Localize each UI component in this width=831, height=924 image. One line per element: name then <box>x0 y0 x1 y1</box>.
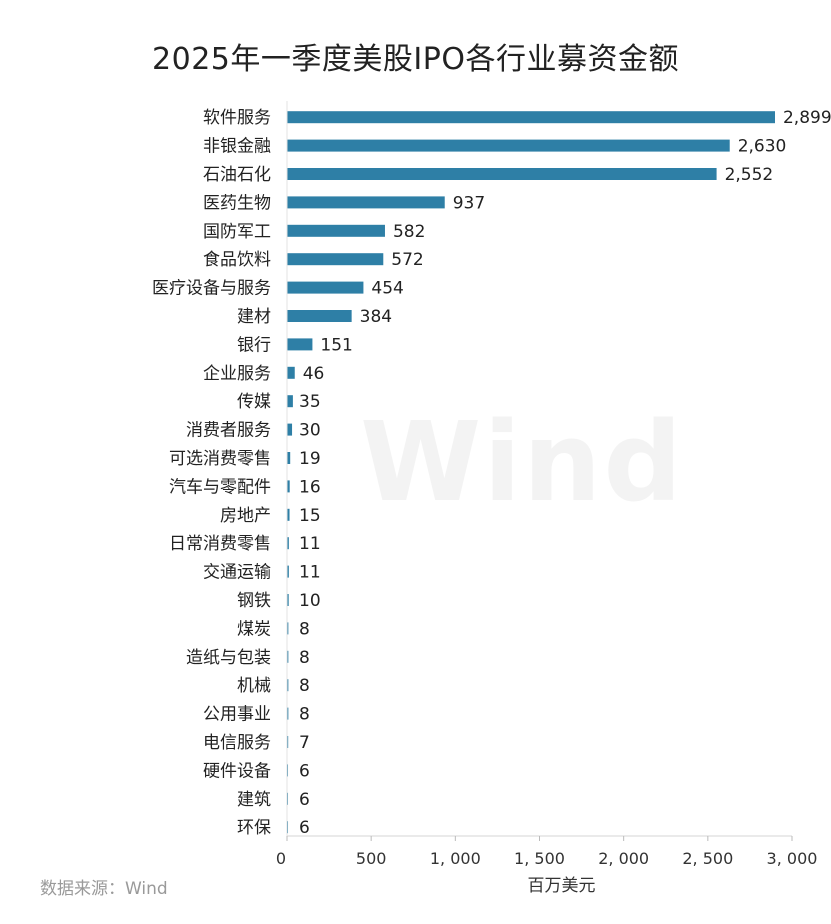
category-label: 软件服务 <box>203 108 271 128</box>
category-label: 房地产 <box>220 506 271 526</box>
bar <box>287 707 289 720</box>
value-label: 454 <box>371 279 403 299</box>
category-label: 煤炭 <box>237 619 271 639</box>
category-label: 交通运输 <box>203 563 271 583</box>
value-label: 6 <box>299 790 310 810</box>
bar <box>287 423 293 436</box>
value-label: 2,630 <box>738 137 787 157</box>
category-label: 公用事业 <box>203 705 271 725</box>
x-tick-label: 0 <box>276 849 286 868</box>
x-tick-label: 500 <box>356 849 387 868</box>
value-label: 8 <box>299 705 310 725</box>
bar <box>287 139 730 152</box>
value-label: 6 <box>299 818 310 838</box>
value-label: 2,552 <box>725 165 774 185</box>
value-label: 6 <box>299 761 310 781</box>
category-label: 企业服务 <box>203 364 271 384</box>
bar <box>287 395 293 408</box>
bar <box>287 224 385 237</box>
category-label: 石油石化 <box>203 165 271 185</box>
bar <box>287 452 291 464</box>
x-tick-label: 1, 000 <box>430 849 481 868</box>
bar <box>287 650 289 663</box>
bar <box>287 111 775 124</box>
category-label: 国防军工 <box>203 222 271 242</box>
bar <box>287 281 364 294</box>
bar <box>287 310 352 322</box>
value-label: 11 <box>299 563 321 583</box>
bar <box>287 622 289 635</box>
category-label: 食品饮料 <box>203 250 271 270</box>
bar <box>287 679 289 692</box>
bar <box>287 168 717 180</box>
bar <box>287 736 289 748</box>
category-label: 非银金融 <box>203 137 271 157</box>
x-axis-label: 百万美元 <box>528 876 596 896</box>
category-label: 造纸与包装 <box>186 648 271 668</box>
category-label: 机械 <box>237 676 271 696</box>
value-label: 8 <box>299 619 310 639</box>
value-label: 7 <box>299 733 310 753</box>
value-label: 19 <box>299 449 321 469</box>
value-label: 8 <box>299 676 310 696</box>
bar <box>287 253 384 266</box>
category-label: 硬件设备 <box>203 761 271 781</box>
x-tick-label: 1, 500 <box>514 849 565 868</box>
bar <box>287 338 313 351</box>
value-label: 384 <box>360 307 392 327</box>
category-label: 传媒 <box>237 392 271 412</box>
value-label: 16 <box>299 477 321 497</box>
value-label: 2,899 <box>783 108 831 128</box>
category-label: 日常消费零售 <box>169 534 271 554</box>
category-label: 医疗设备与服务 <box>152 279 271 299</box>
category-label: 钢铁 <box>237 591 271 611</box>
category-label: 医药生物 <box>203 193 271 213</box>
value-label: 572 <box>391 250 423 270</box>
watermark: Wind <box>360 398 684 526</box>
bar <box>287 480 290 493</box>
category-label: 汽车与零配件 <box>169 477 271 497</box>
chart-title: 2025年一季度美股IPO各行业募资金额 <box>152 42 679 77</box>
category-label: 建材 <box>237 307 271 327</box>
bar <box>287 792 289 805</box>
bar <box>287 594 289 606</box>
value-label: 582 <box>393 222 425 242</box>
category-label: 银行 <box>237 335 271 355</box>
category-label: 可选消费零售 <box>169 449 271 469</box>
category-label: 建筑 <box>237 790 271 810</box>
bar <box>287 764 289 777</box>
value-label: 11 <box>299 534 321 554</box>
category-label: 电信服务 <box>203 733 271 753</box>
x-tick-label: 2, 500 <box>682 849 733 868</box>
bar <box>287 366 295 379</box>
source-note: 数据来源：Wind <box>40 879 168 899</box>
value-label: 937 <box>453 193 485 213</box>
bar <box>287 821 289 834</box>
bar <box>287 196 445 209</box>
value-label: 30 <box>299 421 321 441</box>
bar <box>287 508 290 521</box>
category-label: 消费者服务 <box>186 421 271 441</box>
bar <box>287 565 289 578</box>
x-tick-label: 3, 000 <box>767 849 818 868</box>
category-label: 环保 <box>237 818 271 838</box>
bar <box>287 537 289 550</box>
x-tick-label: 2, 000 <box>598 849 649 868</box>
value-label: 46 <box>303 364 325 384</box>
value-label: 15 <box>299 506 321 526</box>
value-label: 151 <box>320 335 352 355</box>
value-label: 35 <box>299 392 321 412</box>
value-label: 10 <box>299 591 321 611</box>
value-label: 8 <box>299 648 310 668</box>
